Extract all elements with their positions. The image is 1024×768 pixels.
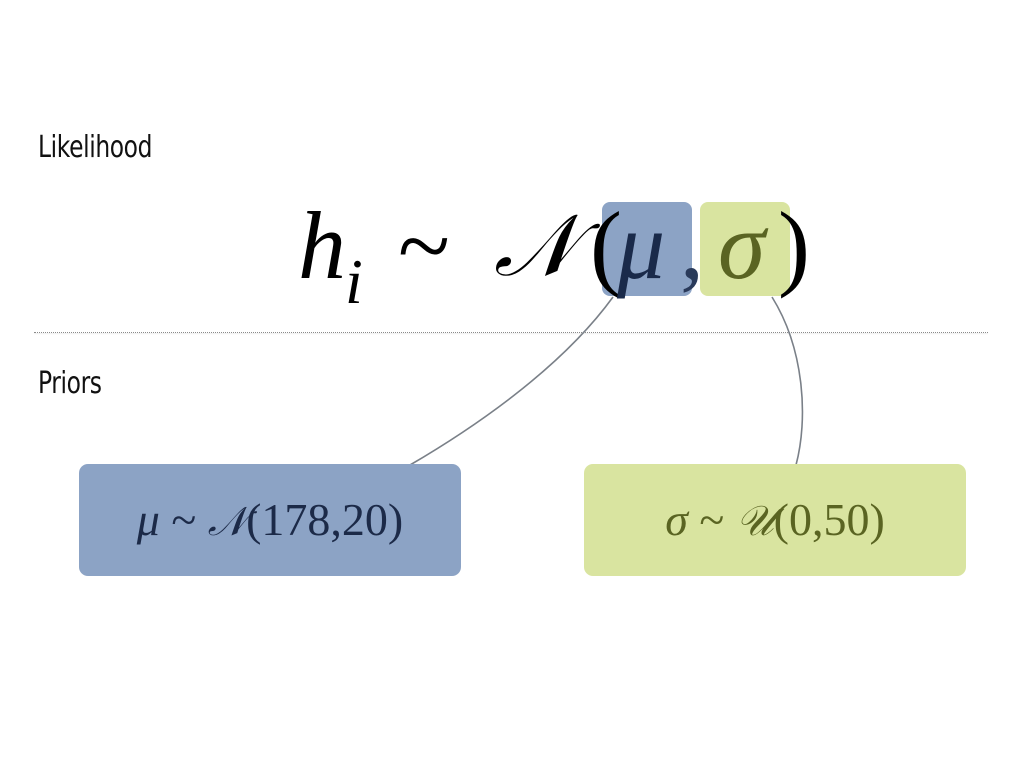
equation-close-paren: ): [778, 192, 810, 299]
sigma-prior-distribution: 𝒰: [735, 496, 774, 545]
equation-tilde: ~: [398, 192, 450, 299]
mu-prior-distribution: 𝒩: [207, 499, 247, 545]
sigma-prior-tilde: ~: [699, 494, 725, 545]
sigma-prior-symbol: σ: [665, 494, 688, 545]
equation-mu: μ: [617, 192, 666, 299]
mu-prior-tilde: ~: [171, 494, 197, 545]
mu-prior-box: μ ~ 𝒩(178,20): [79, 464, 461, 576]
equation-comma: ,: [680, 192, 704, 299]
sigma-highlight-box: [700, 202, 790, 296]
likelihood-label: Likelihood: [38, 130, 153, 165]
sigma-connector-line: [771, 296, 804, 466]
equation-open-paren: (: [590, 192, 622, 299]
mu-highlight-box: [602, 202, 692, 296]
equation-sigma: σ: [718, 192, 766, 299]
sigma-prior-args: (0,50): [773, 494, 885, 545]
equation-variable-h: h: [298, 192, 346, 299]
equation-subscript-i: i: [345, 246, 363, 317]
priors-label: Priors: [38, 366, 102, 401]
mu-prior-args: (178,20): [246, 494, 404, 545]
mu-prior-symbol: μ: [136, 494, 160, 545]
mu-connector-line: [409, 296, 614, 466]
equation-normal-symbol: 𝒩: [494, 196, 577, 296]
section-divider: [34, 332, 988, 333]
sigma-prior-box: σ ~ 𝒰(0,50): [584, 464, 966, 576]
